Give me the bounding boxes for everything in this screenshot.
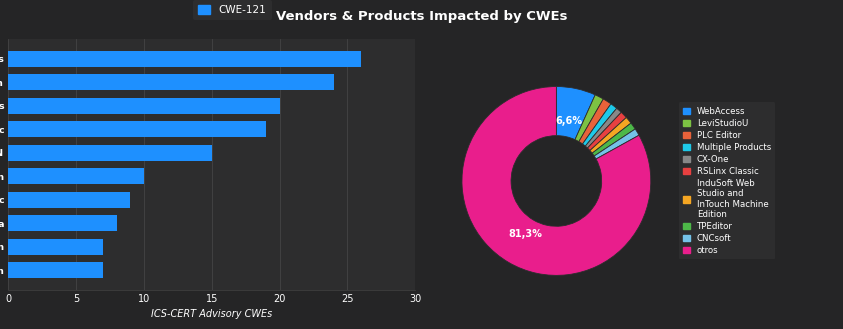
Wedge shape bbox=[556, 87, 595, 139]
Wedge shape bbox=[575, 95, 604, 141]
Bar bbox=[8, 215, 117, 231]
Wedge shape bbox=[462, 87, 651, 275]
X-axis label: ICS-CERT Advisory CWEs: ICS-CERT Advisory CWEs bbox=[151, 309, 272, 319]
Wedge shape bbox=[588, 112, 626, 150]
Wedge shape bbox=[579, 99, 611, 144]
Bar bbox=[8, 192, 131, 208]
Legend: WebAccess, LeviStudioU, PLC Editor, Multiple Products, CX-One, RSLinx Classic, I: WebAccess, LeviStudioU, PLC Editor, Mult… bbox=[679, 102, 776, 260]
Bar bbox=[8, 239, 104, 255]
Wedge shape bbox=[583, 104, 617, 146]
Text: 81,3%: 81,3% bbox=[508, 229, 542, 239]
Wedge shape bbox=[590, 117, 631, 153]
Wedge shape bbox=[594, 129, 639, 159]
Bar bbox=[8, 121, 266, 137]
Wedge shape bbox=[585, 108, 621, 148]
Bar bbox=[8, 74, 334, 90]
Bar bbox=[8, 168, 144, 184]
Bar bbox=[8, 51, 361, 67]
Bar bbox=[8, 145, 212, 161]
Bar bbox=[8, 98, 280, 114]
Text: Vendors & Products Impacted by CWEs: Vendors & Products Impacted by CWEs bbox=[276, 10, 567, 23]
Wedge shape bbox=[592, 123, 636, 156]
Bar bbox=[8, 262, 104, 278]
Legend: CWE-121: CWE-121 bbox=[193, 0, 271, 20]
Text: 6,6%: 6,6% bbox=[556, 116, 583, 126]
